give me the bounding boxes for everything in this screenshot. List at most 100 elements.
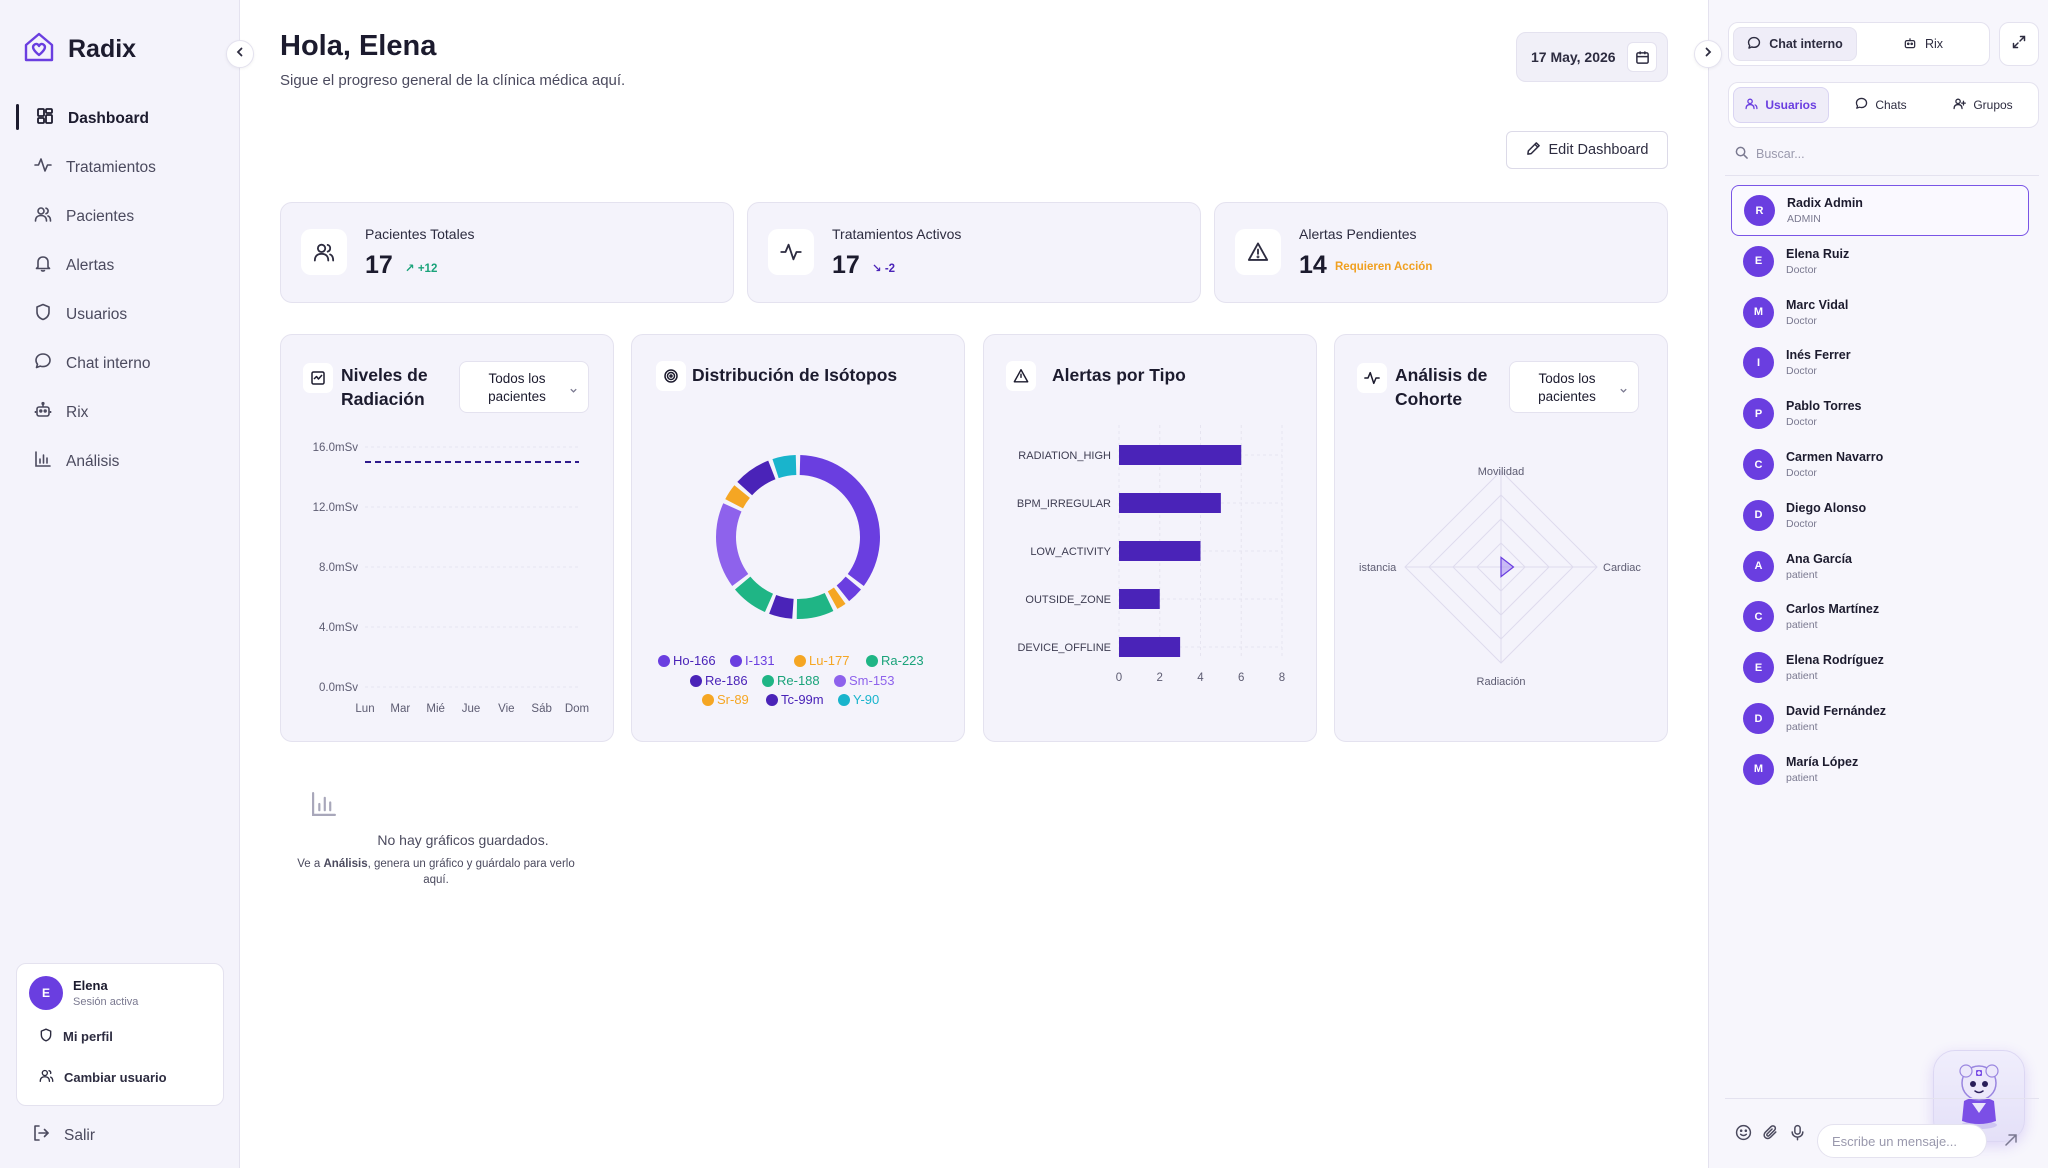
paperclip-icon[interactable] <box>1762 1124 1779 1146</box>
chevron-right-icon <box>1702 45 1714 63</box>
send-button[interactable] <box>1997 1128 2025 1156</box>
legend-label: Tc-99m <box>781 692 824 707</box>
x-tick-label: Mié <box>426 703 445 715</box>
user-list-item[interactable]: E Elena Rodríguez patient <box>1731 642 2029 693</box>
legend-swatch <box>838 694 850 706</box>
user-list-item[interactable]: C Carlos Martínez patient <box>1731 591 2029 642</box>
search-input[interactable] <box>1756 147 1996 161</box>
user-list-item[interactable]: M María López patient <box>1731 744 2029 795</box>
microphone-icon[interactable] <box>1789 1124 1806 1146</box>
user-list-item[interactable]: I Inés Ferrer Doctor <box>1731 337 2029 388</box>
legend-swatch <box>730 655 742 667</box>
sidebar-item-rix[interactable]: Rix <box>0 388 240 437</box>
emoji-icon[interactable] <box>1735 1124 1752 1146</box>
legend-swatch <box>794 655 806 667</box>
legend-label: Lu-177 <box>809 653 849 668</box>
user-name: Inés Ferrer <box>1786 348 1851 363</box>
sidebar-item-usuarios[interactable]: Usuarios <box>0 290 240 339</box>
card-title: Alertas por Tipo <box>1052 365 1186 385</box>
patient-select[interactable]: Todos los pacientes <box>1509 361 1639 413</box>
bot-icon <box>34 401 52 424</box>
empty-desc-prefix: Ve a <box>297 858 324 870</box>
user-list-item[interactable]: E Elena Ruiz Doctor <box>1731 236 2029 287</box>
sidebar-item-pacientes[interactable]: Pacientes <box>0 192 240 241</box>
sidebar-item-dashboard[interactable]: Dashboard <box>0 94 240 143</box>
user-role: Doctor <box>1786 517 1817 530</box>
avatar: D <box>1743 499 1774 531</box>
user-role: patient <box>1786 568 1818 581</box>
date-picker[interactable]: 17 May, 2026 <box>1516 32 1668 82</box>
edit-dashboard-button[interactable]: Edit Dashboard <box>1506 131 1668 169</box>
user-list-item[interactable]: A Ana García patient <box>1731 541 2029 592</box>
user-list-item[interactable]: R Radix Admin ADMIN <box>1731 185 2029 236</box>
patient-select[interactable]: Todos los pacientes <box>459 361 589 413</box>
user-list-item[interactable]: D Diego Alonso Doctor <box>1731 490 2029 541</box>
bar <box>1119 589 1160 609</box>
collapse-sidebar-button[interactable] <box>226 40 254 68</box>
empty-state-description: Ve a Análisis, genera un gráfico y guárd… <box>286 856 586 888</box>
user-role: patient <box>1786 721 1818 733</box>
sidebar-item-chat-interno[interactable]: Chat interno <box>0 339 240 388</box>
user-name: Ana García <box>1786 551 1853 566</box>
expand-icon <box>2012 35 2026 54</box>
switch-user-button[interactable]: Cambiar usuario <box>39 1068 167 1086</box>
legend-label: Sm-153 <box>849 673 895 688</box>
user-list-item[interactable]: P Pablo Torres Doctor <box>1731 388 2029 439</box>
radiation-chart-icon <box>303 363 333 393</box>
x-tick-label: Mar <box>390 703 410 715</box>
warning-icon <box>1006 361 1036 391</box>
sidebar-item-label: Análisis <box>66 452 120 470</box>
patient-select-value: Todos los pacientes <box>1538 371 1596 404</box>
divider <box>1725 1098 2039 1099</box>
tab-chats[interactable]: Chats <box>1833 87 1929 123</box>
sidebar-item-label: Pacientes <box>66 207 135 225</box>
chat-panel-tabs: Chat interno Rix <box>1728 22 1990 66</box>
my-profile-button[interactable]: Mi perfil <box>39 1028 113 1045</box>
chevron-down-icon <box>569 382 578 400</box>
tab-rix[interactable]: Rix <box>1861 27 1985 61</box>
session-user[interactable]: E Elena Sesión activa <box>29 976 138 1010</box>
tab-chat-interno[interactable]: Chat interno <box>1733 27 1857 61</box>
user-list-item[interactable]: C Carmen Navarro Doctor <box>1731 439 2029 490</box>
brand[interactable]: Radix <box>22 30 136 69</box>
donut-slice <box>734 576 774 613</box>
bar-chart-icon <box>34 450 52 473</box>
y-tick-label: BPM_IRREGULAR <box>1017 498 1111 510</box>
stat-value: 14 <box>1299 251 1327 279</box>
session-status: Sesión activa <box>73 996 139 1008</box>
tab-usuarios[interactable]: Usuarios <box>1733 87 1829 123</box>
chat-panel: Chat interno Rix Usuarios Chats Grupos R… <box>1708 0 2048 1168</box>
user-name: María López <box>1786 754 1859 769</box>
donut-slice <box>725 485 750 509</box>
radiation-line-chart: 0.0mSv 4.0mSv 8.0mSv 12.0mSv 16.0mSv Lun Mar Mi… <box>313 442 590 715</box>
avatar: E <box>29 976 63 1010</box>
donut-slice <box>796 592 834 619</box>
sidebar-item-analisis[interactable]: Análisis <box>0 437 240 486</box>
toggle-right-panel-button[interactable] <box>1694 40 1722 68</box>
expand-panel-button[interactable] <box>1999 22 2039 66</box>
empty-desc-link[interactable]: Análisis <box>323 858 368 870</box>
user-search <box>1735 146 1996 162</box>
users-icon <box>301 229 347 275</box>
target-icon <box>656 361 686 391</box>
alerts-bar-chart: 0 2 4 6 8 RADIATION_HIGH BPM_IRREGULAR LOW_ACTI… <box>1017 425 1285 684</box>
legend-swatch <box>762 675 774 687</box>
user-list-item[interactable]: D David Fernández patient <box>1731 693 2029 744</box>
cohort-radar-chart: Movilidad Cardiac Radiación istancia <box>1359 466 1641 688</box>
chat-icon <box>1747 36 1761 53</box>
x-tick-label: 6 <box>1238 672 1244 684</box>
tab-grupos[interactable]: Grupos <box>1933 87 2033 123</box>
logout-button[interactable]: Salir <box>32 1124 95 1147</box>
user-role: Doctor <box>1786 365 1817 378</box>
avatar: R <box>1744 195 1775 226</box>
user-role: patient <box>1786 771 1818 784</box>
user-name: Elena Rodríguez <box>1786 653 1884 668</box>
message-input[interactable] <box>1817 1124 1987 1158</box>
pencil-icon <box>1526 141 1541 160</box>
donut-slice <box>799 455 880 586</box>
calendar-icon[interactable] <box>1627 42 1657 72</box>
sidebar-item-alertas[interactable]: Alertas <box>0 241 240 290</box>
users-icon <box>39 1068 54 1086</box>
user-list-item[interactable]: M Marc Vidal Doctor <box>1731 287 2029 338</box>
sidebar-item-tratamientos[interactable]: Tratamientos <box>0 143 240 192</box>
